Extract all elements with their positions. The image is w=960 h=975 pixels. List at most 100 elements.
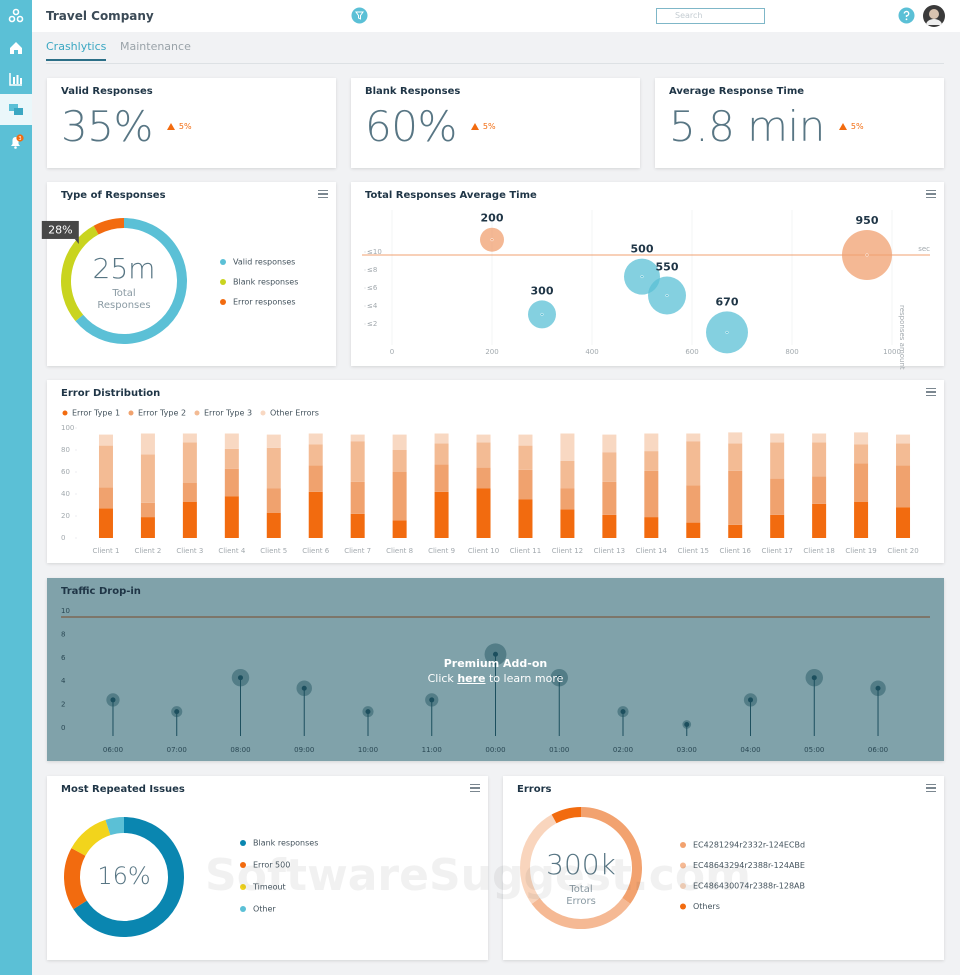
y-tick-label: 60	[61, 468, 70, 476]
bar-segment	[266, 447, 281, 489]
x-tick-label: 0	[390, 348, 394, 356]
menu-button[interactable]	[926, 190, 936, 198]
bar-segment	[560, 488, 575, 510]
search-box[interactable]: Search	[656, 8, 765, 24]
lollipop-dot	[365, 709, 371, 715]
x-tick-label: 02:00	[613, 746, 633, 754]
bubble-center	[665, 293, 669, 298]
x-tick-label: Client 10	[468, 547, 499, 555]
bar-segment	[434, 433, 449, 444]
legend-label: Blank responses	[233, 278, 298, 287]
donut-segment	[71, 819, 111, 857]
y-tick-label: 0	[61, 724, 65, 732]
bar-segment	[476, 434, 491, 443]
kpi-label: Blank Responses	[365, 86, 461, 97]
chart-title: Errors	[517, 784, 552, 795]
y-tick-label: 80	[61, 446, 70, 454]
x-tick-label: 01:00	[549, 746, 569, 754]
x-tick-label: 07:00	[167, 746, 187, 754]
legend-dot	[680, 862, 686, 869]
y-tick-label: ≤2	[367, 320, 377, 328]
bar-segment	[686, 441, 701, 486]
y-tick-label: 4	[61, 677, 66, 685]
y-tick-label: ≤8	[367, 266, 377, 274]
menu-button[interactable]	[926, 784, 936, 792]
notification-count: 3	[18, 135, 21, 141]
chart-card: Blank responses Error 500 Timeout Other Mos…	[47, 776, 488, 960]
nav-home[interactable]	[0, 32, 32, 63]
bar-segment	[728, 443, 743, 471]
kpi-value: 60%	[365, 102, 457, 151]
bubble-center	[725, 330, 729, 334]
legend-label: Error responses	[233, 298, 296, 307]
bubble-label: 200	[481, 212, 504, 225]
x-tick-label: 200	[485, 348, 498, 356]
bar-segment	[140, 517, 155, 538]
bar-segment	[98, 508, 113, 538]
reference-label: sec	[918, 245, 930, 253]
overlay-text-before: Click	[427, 672, 454, 685]
legend-label: Error Type 3	[204, 409, 252, 418]
value-label: 28%	[48, 223, 72, 236]
bar-segment	[644, 433, 659, 452]
x-tick-label: 11:00	[422, 746, 442, 754]
kpi-change-value: 5%	[482, 122, 496, 131]
legend-label: Error 500	[253, 861, 290, 870]
chart-card: 0 200 400 600 800 1000 ≤2 ≤4 ≤6 ≤8 ≤10 sec 200 300 500…	[351, 182, 944, 370]
lollipop-dot	[237, 675, 243, 681]
bar-segment	[896, 443, 911, 466]
bar-segment	[560, 461, 575, 489]
legend-dot	[260, 410, 266, 416]
avatar[interactable]	[923, 5, 945, 27]
center-label: Total Errors	[566, 884, 596, 907]
bar-segment	[728, 470, 743, 525]
tab-bar: Crashlytics Maintenance	[46, 40, 944, 64]
bar-segment	[476, 467, 491, 489]
bar-segment	[728, 432, 743, 444]
donut-segment	[64, 848, 88, 910]
bell-icon: 3	[11, 133, 24, 149]
nav-reports[interactable]	[0, 63, 32, 94]
bar-segment	[770, 514, 785, 538]
bar-segment	[140, 502, 155, 518]
filter-button[interactable]	[351, 7, 368, 24]
menu-button[interactable]	[470, 784, 480, 792]
legend-dot	[194, 410, 200, 416]
kpi-change: 5%	[470, 122, 496, 131]
lollipop-dot	[748, 697, 754, 703]
bar-segment	[350, 441, 365, 482]
bar-segment	[644, 470, 659, 518]
chart-title: Total Responses Average Time	[365, 190, 537, 201]
bar-segment	[686, 433, 701, 442]
bar-segment	[350, 481, 365, 514]
bubble-label: 500	[631, 243, 654, 256]
bar-segment	[896, 507, 911, 538]
bar-segment	[434, 443, 449, 465]
nav-alerts[interactable]: 3	[0, 126, 32, 157]
center-value: 25m	[92, 252, 156, 285]
kpi-card: Blank Responses 60% 5%	[351, 78, 640, 168]
chart: 0 20 40 60 80 100 Error Type 1 Error Type 2 Erro…	[61, 409, 919, 556]
x-tick-label: 1000	[883, 348, 901, 356]
bubble-center	[490, 238, 494, 242]
tab[interactable]: Maintenance	[120, 40, 191, 53]
menu-button[interactable]	[926, 388, 936, 396]
help-button[interactable]	[898, 7, 915, 24]
kpi-change-value: 5%	[178, 122, 192, 131]
legend-dot	[240, 906, 246, 912]
chart-card: EC4281294r2332r-124ECBd EC48643294r2388r-…	[503, 776, 944, 960]
tab[interactable]: Crashlytics	[46, 40, 107, 61]
nav-monitor[interactable]	[0, 94, 32, 125]
legend-label: Error Type 2	[138, 409, 186, 418]
legend-label: Error Type 1	[72, 409, 120, 418]
bar-segment	[728, 524, 743, 538]
menu-button[interactable]	[318, 190, 328, 198]
x-tick-label: Client 7	[344, 547, 371, 555]
bar-segment	[602, 481, 617, 515]
logo-icon	[8, 8, 24, 23]
bar-segment	[98, 487, 113, 509]
value-label-pointer	[74, 238, 79, 244]
overlay-link[interactable]: here	[457, 672, 486, 685]
x-tick-label: Client 19	[845, 547, 876, 555]
